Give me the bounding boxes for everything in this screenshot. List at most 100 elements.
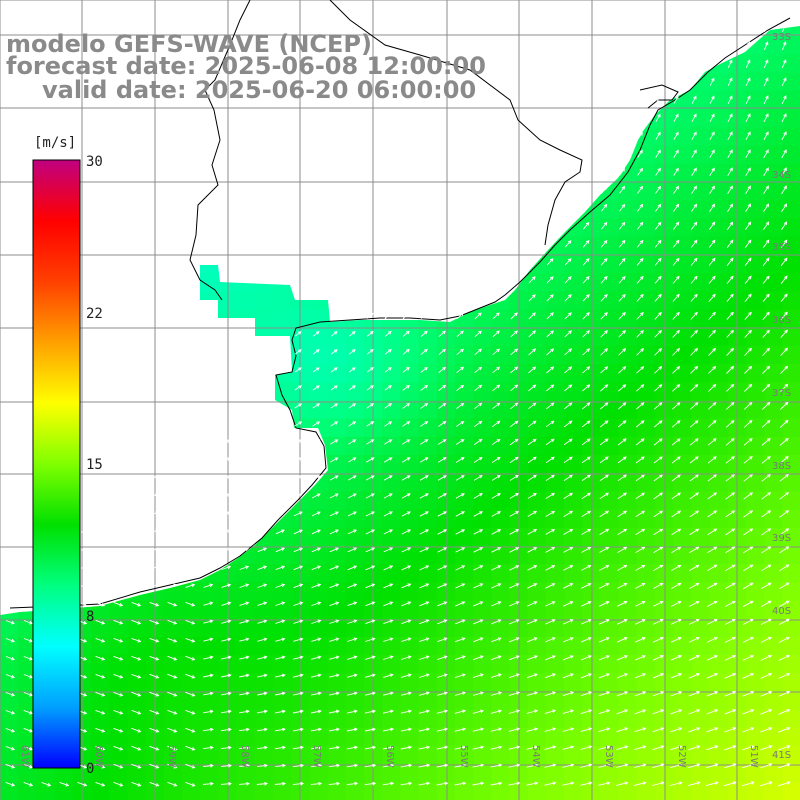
wind-arrow bbox=[745, 167, 751, 177]
wind-arrow bbox=[582, 239, 590, 248]
wind-arrow bbox=[618, 312, 626, 320]
wind-arrow bbox=[526, 745, 539, 750]
wind-arrow bbox=[437, 493, 447, 499]
wind-arrow bbox=[220, 781, 232, 786]
wind-arrow bbox=[204, 439, 213, 445]
wind-arrow bbox=[707, 456, 717, 464]
wind-arrow bbox=[580, 763, 593, 768]
wind-arrow bbox=[742, 709, 755, 715]
wind-arrow bbox=[707, 564, 718, 572]
wind-arrow bbox=[383, 475, 393, 481]
field-cell bbox=[600, 455, 620, 474]
field-cell bbox=[18, 728, 37, 747]
wind-arrow bbox=[528, 276, 536, 284]
wind-arrow bbox=[617, 492, 627, 500]
wind-arrow bbox=[746, 5, 751, 14]
wind-arrow bbox=[203, 529, 213, 535]
field-cell bbox=[163, 728, 183, 747]
wind-arrow bbox=[653, 510, 664, 518]
wind-arrow bbox=[761, 528, 772, 536]
field-cell bbox=[345, 327, 365, 347]
field-cell bbox=[709, 327, 729, 347]
wind-arrow bbox=[778, 654, 791, 661]
wind-arrow bbox=[564, 221, 572, 230]
field-cell bbox=[491, 582, 511, 602]
field-cell bbox=[618, 746, 638, 765]
wind-arrow bbox=[492, 312, 500, 320]
wind-arrow bbox=[652, 655, 664, 661]
wind-arrow bbox=[599, 528, 610, 535]
field-cell bbox=[564, 455, 583, 474]
wind-arrow bbox=[760, 672, 773, 679]
wind-arrow bbox=[221, 565, 232, 570]
wind-arrow bbox=[95, 619, 106, 625]
wind-arrow bbox=[437, 637, 448, 643]
field-cell bbox=[91, 673, 110, 693]
field-cell bbox=[291, 364, 310, 383]
wind-arrow bbox=[348, 403, 357, 409]
wind-arrow bbox=[509, 619, 520, 625]
wind-arrow bbox=[760, 763, 773, 769]
field-cell bbox=[709, 728, 729, 747]
wind-arrow bbox=[420, 348, 428, 355]
field-cell bbox=[564, 527, 583, 547]
field-cell bbox=[491, 509, 511, 529]
field-cell bbox=[236, 782, 256, 800]
wind-arrow bbox=[727, 185, 733, 194]
field-cell bbox=[709, 491, 729, 511]
field-cell bbox=[36, 764, 56, 784]
wind-arrow bbox=[527, 583, 538, 589]
field-cell bbox=[527, 509, 547, 529]
wind-arrow bbox=[743, 546, 754, 554]
field-cell bbox=[764, 709, 784, 729]
field-cell bbox=[782, 72, 800, 92]
field-cell bbox=[746, 527, 765, 547]
field-cell bbox=[345, 673, 365, 693]
field-cell bbox=[564, 400, 583, 420]
wind-arrow bbox=[364, 781, 377, 786]
wind-arrow bbox=[724, 600, 736, 607]
wind-arrow bbox=[293, 529, 303, 535]
field-cell bbox=[455, 364, 474, 383]
wind-arrow bbox=[275, 655, 286, 660]
wind-arrow bbox=[598, 655, 610, 661]
field-cell bbox=[564, 709, 583, 729]
wind-arrow bbox=[635, 565, 646, 571]
wind-arrow bbox=[724, 709, 737, 715]
field-cell bbox=[618, 582, 638, 602]
wind-arrow bbox=[690, 293, 698, 302]
wind-arrow bbox=[310, 781, 323, 786]
wind-arrow bbox=[617, 456, 627, 464]
wind-arrow bbox=[474, 420, 483, 427]
wind-arrow bbox=[779, 528, 790, 536]
field-cell bbox=[782, 145, 800, 165]
wind-arrow bbox=[707, 438, 717, 446]
wind-arrow bbox=[598, 781, 611, 786]
field-cell bbox=[54, 782, 74, 800]
field-cell bbox=[382, 709, 401, 729]
wind-arrow bbox=[580, 727, 593, 733]
wind-arrow bbox=[546, 402, 555, 410]
field-cell bbox=[600, 509, 620, 529]
field-cell bbox=[418, 382, 438, 401]
field-cell bbox=[746, 236, 765, 256]
wind-arrow bbox=[454, 655, 466, 661]
field-cell bbox=[746, 455, 765, 474]
wind-arrow bbox=[582, 276, 590, 284]
wind-arrow bbox=[706, 709, 719, 715]
wind-arrow bbox=[706, 654, 718, 661]
wind-arrow bbox=[580, 745, 593, 750]
wind-arrow bbox=[474, 312, 482, 320]
field-cell bbox=[473, 364, 492, 383]
field-cell bbox=[400, 400, 420, 420]
wind-arrow bbox=[674, 23, 679, 32]
wind-arrow bbox=[329, 655, 340, 660]
wind-arrow bbox=[743, 564, 754, 572]
wind-arrow bbox=[167, 763, 178, 769]
wind-arrow bbox=[636, 330, 644, 338]
field-cell bbox=[491, 728, 511, 747]
wind-arrow bbox=[581, 529, 592, 535]
field-cell bbox=[637, 436, 656, 456]
wind-arrow bbox=[23, 727, 34, 733]
field-cell bbox=[291, 709, 310, 729]
